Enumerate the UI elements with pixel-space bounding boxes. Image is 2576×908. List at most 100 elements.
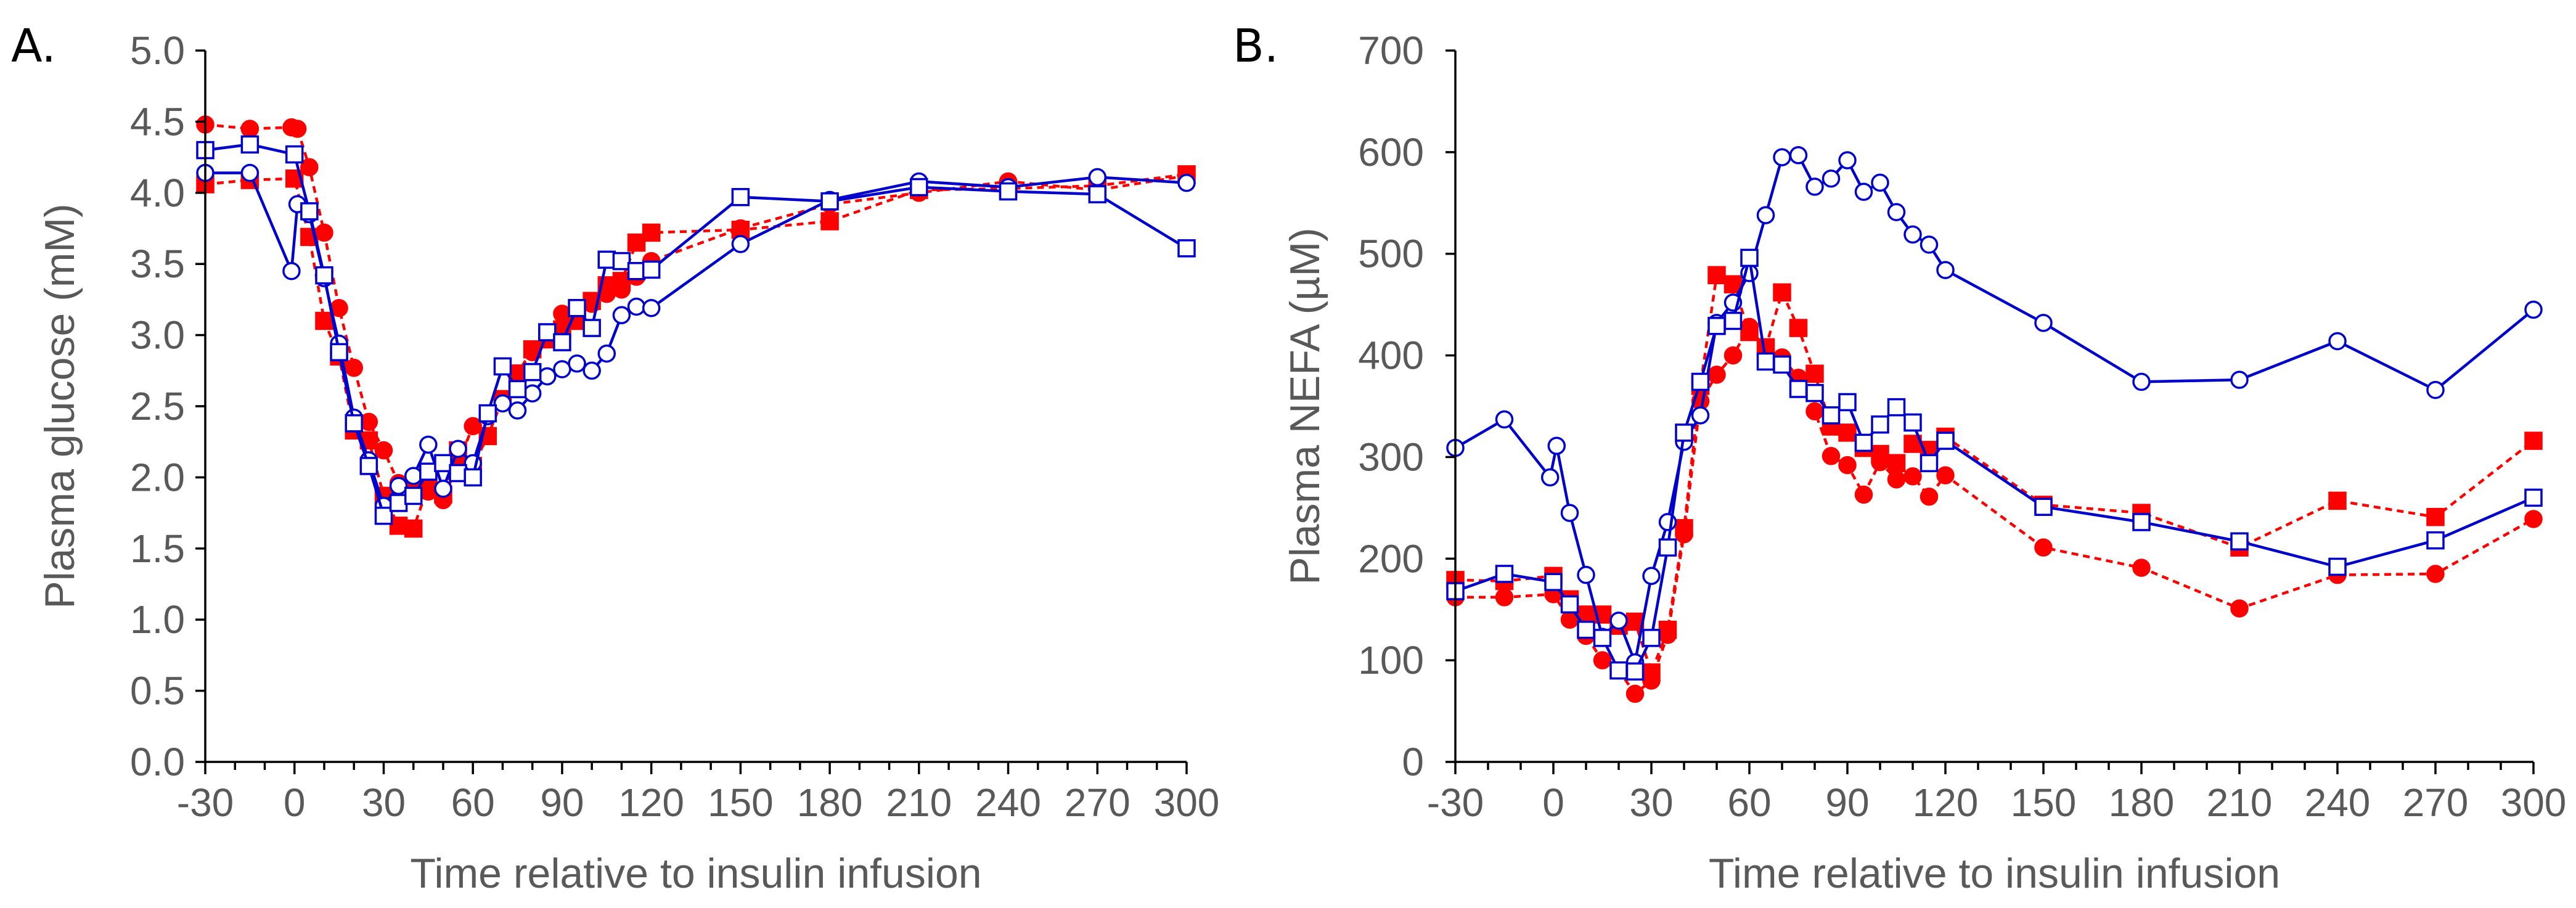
panel-a-x-tick-label: 30 bbox=[362, 780, 406, 825]
data-point bbox=[419, 435, 438, 454]
data-point bbox=[2328, 557, 2347, 576]
data-point bbox=[240, 163, 260, 182]
data-point bbox=[1805, 383, 1824, 403]
data-point bbox=[731, 187, 750, 207]
data-point bbox=[2132, 372, 2151, 391]
data-point bbox=[1723, 311, 1743, 330]
data-point bbox=[2132, 513, 2151, 531]
data-point bbox=[1707, 266, 1726, 285]
panel-b-axes bbox=[1445, 49, 2535, 774]
data-point bbox=[1871, 444, 1889, 464]
data-point bbox=[1854, 433, 1873, 452]
data-point bbox=[1495, 565, 1514, 583]
data-point bbox=[1723, 346, 1743, 365]
data-point bbox=[627, 261, 646, 280]
data-point bbox=[2230, 370, 2249, 389]
panel-a-y-tick-label: 3.5 bbox=[130, 242, 185, 286]
data-point bbox=[1177, 173, 1196, 192]
data-point bbox=[1920, 454, 1939, 473]
data-point bbox=[2034, 497, 2053, 516]
panel-a-x-tick-label: 150 bbox=[708, 780, 774, 825]
panel-a-y-tick-label: 2.5 bbox=[130, 384, 185, 428]
data-point bbox=[1642, 629, 1661, 647]
data-point bbox=[1838, 393, 1857, 412]
data-point bbox=[1838, 423, 1857, 442]
panel-b-x-tick-label: 300 bbox=[2501, 780, 2567, 825]
panel-a-series-line bbox=[205, 173, 1187, 530]
data-point bbox=[1838, 151, 1857, 170]
data-point bbox=[464, 417, 482, 436]
data-point bbox=[1887, 454, 1906, 473]
data-point bbox=[642, 260, 661, 279]
panel-a-x-tick-label: 0 bbox=[284, 780, 306, 825]
data-point bbox=[282, 261, 301, 280]
data-point bbox=[1642, 663, 1661, 682]
panel-b-x-tick-label: 90 bbox=[1825, 780, 1869, 825]
data-point bbox=[300, 158, 319, 177]
panel-b-y-tick-label: 500 bbox=[1358, 232, 1424, 276]
panel-a-y-tick-label: 0.0 bbox=[130, 740, 185, 784]
data-point bbox=[1642, 566, 1661, 586]
data-point bbox=[1577, 565, 1595, 584]
data-point bbox=[612, 306, 631, 325]
data-point bbox=[1887, 398, 1906, 417]
data-point bbox=[1740, 322, 1759, 342]
panel-a-x-axis-title: Time relative to insulin infusion bbox=[410, 850, 981, 897]
data-point bbox=[1658, 620, 1677, 639]
data-point bbox=[1675, 519, 1693, 538]
data-point bbox=[1871, 173, 1889, 192]
panel-b-x-tick-label: 30 bbox=[1629, 780, 1673, 825]
data-point bbox=[1887, 470, 1906, 489]
data-point bbox=[315, 266, 333, 285]
panel-b-x-tick-label: 210 bbox=[2207, 780, 2273, 825]
data-point bbox=[1936, 466, 1955, 485]
panel-a-y-tick-label: 0.5 bbox=[130, 669, 185, 713]
data-point bbox=[404, 519, 423, 538]
panel-a-y-tick-label: 1.5 bbox=[130, 526, 185, 571]
panel-a-x-tick-label: 60 bbox=[451, 780, 495, 825]
data-point bbox=[2328, 491, 2347, 510]
data-point bbox=[1560, 595, 1579, 614]
panel-a-series-blue-open-square-solid bbox=[196, 135, 1196, 525]
data-point bbox=[1789, 380, 1808, 398]
data-point bbox=[240, 135, 260, 154]
data-point bbox=[315, 311, 333, 330]
data-point bbox=[568, 354, 586, 373]
data-point bbox=[1740, 248, 1759, 268]
panel-a-series-line bbox=[205, 123, 1187, 502]
data-point bbox=[568, 298, 586, 317]
data-point bbox=[374, 441, 393, 460]
panel-b-y-tick-labels: 0 100 200 300 400 500 600 700 bbox=[1358, 28, 1424, 784]
data-point bbox=[1609, 661, 1628, 680]
data-point bbox=[300, 202, 319, 221]
data-point bbox=[2230, 532, 2249, 551]
data-point bbox=[449, 440, 467, 458]
data-point bbox=[1723, 275, 1743, 293]
data-point bbox=[523, 384, 542, 403]
panel-a-y-tick-label: 3.0 bbox=[130, 313, 185, 358]
data-point bbox=[389, 476, 408, 495]
panel-b-y-tick-label: 200 bbox=[1358, 536, 1424, 581]
data-point bbox=[1887, 203, 1906, 221]
panel-a-series-blue-open-circle-solid bbox=[196, 163, 1196, 515]
data-point bbox=[642, 223, 661, 242]
data-point bbox=[1903, 467, 1922, 486]
data-point bbox=[1560, 504, 1579, 522]
data-point bbox=[612, 272, 631, 290]
data-point bbox=[434, 454, 452, 473]
data-point bbox=[404, 467, 423, 485]
data-point bbox=[1854, 485, 1873, 504]
data-point bbox=[731, 235, 750, 253]
data-point bbox=[1838, 456, 1857, 475]
data-point bbox=[478, 404, 497, 423]
panel-a-x-tick-label: 210 bbox=[886, 780, 952, 825]
data-point bbox=[1920, 235, 1939, 254]
data-point bbox=[1088, 185, 1107, 203]
data-point bbox=[2132, 558, 2151, 577]
data-point bbox=[2524, 300, 2543, 319]
data-point bbox=[508, 380, 527, 399]
panel-b-x-axis-title: Time relative to insulin infusion bbox=[1709, 850, 2280, 897]
data-point bbox=[1756, 352, 1775, 371]
data-point bbox=[523, 362, 542, 382]
